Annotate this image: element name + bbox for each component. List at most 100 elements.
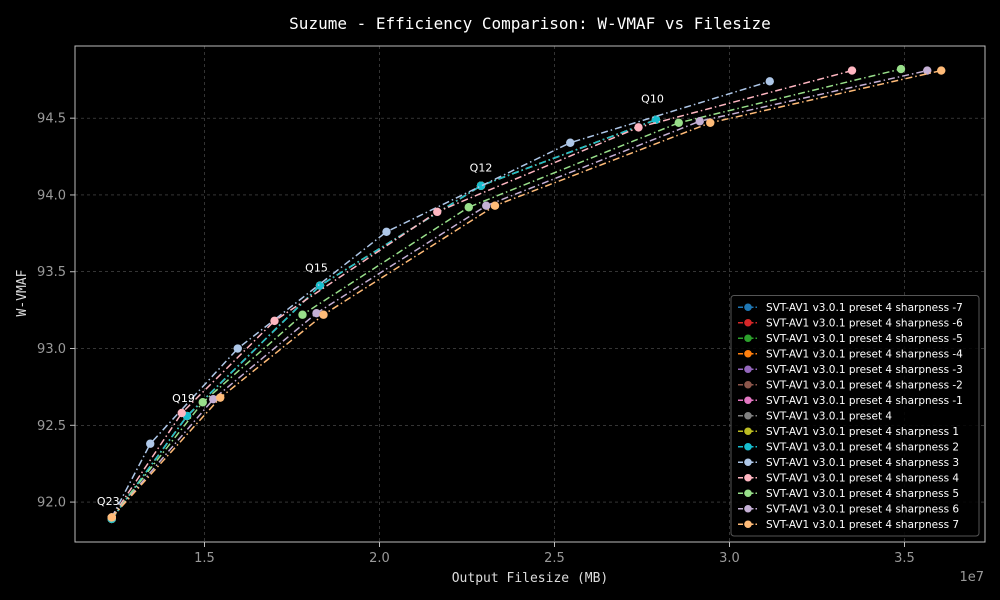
y-tick-label: 92.0 (37, 496, 66, 511)
data-point (146, 439, 155, 448)
legend-marker (744, 473, 752, 482)
legend-item: SVT-AV1 v3.0.1 preset 4 sharpness -2 (738, 380, 963, 392)
legend-item: SVT-AV1 v3.0.1 preset 4 sharpness 4 (738, 473, 959, 485)
series-2 (107, 115, 661, 524)
legend-marker (744, 396, 752, 405)
data-point (464, 203, 473, 212)
series-line (111, 80, 771, 518)
data-point (490, 201, 500, 210)
annotation-label: Q23 (97, 495, 120, 508)
legend-marker (744, 504, 752, 513)
x-tick-label: 2.0 (369, 551, 390, 566)
annotation-label: Q10 (641, 92, 664, 105)
legend-label: SVT-AV1 v3.0.1 preset 4 sharpness 7 (766, 519, 959, 531)
legend-label: SVT-AV1 v3.0.1 preset 4 sharpness -4 (766, 349, 963, 361)
legend-item: SVT-AV1 v3.0.1 preset 4 sharpness -5 (738, 333, 963, 345)
legend-label: SVT-AV1 v3.0.1 preset 4 sharpness -5 (766, 333, 963, 345)
legend-item: SVT-AV1 v3.0.1 preset 4 sharpness -6 (738, 318, 963, 330)
y-tick-label: 94.0 (37, 188, 66, 203)
legend-label: SVT-AV1 v3.0.1 preset 4 sharpness -1 (766, 395, 963, 407)
legend-label: SVT-AV1 v3.0.1 preset 4 sharpness 2 (766, 442, 959, 454)
data-point (209, 394, 218, 404)
legend-item: SVT-AV1 v3.0.1 preset 4 sharpness 1 (738, 426, 959, 438)
series-line (111, 69, 942, 518)
x-tick-label: 2.5 (544, 551, 565, 566)
annotation-label: Q12 (470, 162, 493, 175)
legend-label: SVT-AV1 v3.0.1 preset 4 sharpness 1 (766, 426, 959, 438)
series-3 (107, 115, 661, 524)
legend-item: SVT-AV1 v3.0.1 preset 4 sharpness -3 (738, 364, 963, 376)
series-line (111, 118, 657, 520)
legend-marker (744, 427, 752, 436)
x-tick-label: 3.5 (894, 551, 915, 566)
series-line (111, 118, 657, 520)
series-7 (107, 115, 661, 524)
data-point (433, 207, 442, 217)
y-tick-label: 92.5 (37, 419, 66, 434)
legend-marker (744, 489, 752, 498)
data-point (634, 123, 643, 132)
data-point (107, 513, 116, 522)
data-point (198, 398, 207, 407)
series-line (111, 118, 657, 520)
ticks: 1.5 2.0 2.5 3.0 3.5 92.0 92.5 93.0 93.5 94.0 94.5 (37, 112, 915, 566)
data-point (765, 77, 774, 86)
data-point (298, 310, 307, 319)
legend: SVT-AV1 v3.0.1 preset 4 sharpness -7 SVT-… (730, 295, 980, 537)
legend-label: SVT-AV1 v3.0.1 preset 4 sharpness 6 (766, 504, 959, 516)
data-point (706, 118, 715, 127)
x-axis-label: Output Filesize (MB) (452, 571, 609, 586)
legend-label: SVT-AV1 v3.0.1 preset 4 sharpness -6 (766, 318, 963, 330)
series-6 (107, 115, 661, 524)
legend-marker (744, 458, 752, 467)
series-line (111, 69, 928, 518)
series-layer (107, 64, 946, 524)
data-point (177, 408, 186, 418)
series-14 (107, 66, 946, 522)
data-point (312, 308, 321, 318)
series-8 (107, 115, 661, 524)
legend-item: SVT-AV1 v3.0.1 preset 4 sharpness 6 (738, 504, 959, 516)
legend-label: SVT-AV1 v3.0.1 preset 4 sharpness -2 (766, 380, 963, 392)
series-line (111, 118, 657, 520)
data-point (233, 344, 242, 353)
series-4 (107, 115, 661, 524)
series-0 (107, 115, 661, 524)
data-point (315, 281, 325, 290)
legend-item: SVT-AV1 v3.0.1 preset 4 sharpness 7 (738, 519, 959, 531)
legend-marker (744, 334, 752, 343)
data-point (476, 181, 486, 190)
legend-item: SVT-AV1 v3.0.1 preset 4 sharpness -4 (738, 349, 963, 361)
series-line (111, 68, 902, 518)
x-axis-offset-label: 1e7 (959, 570, 984, 585)
legend-item: SVT-AV1 v3.0.1 preset 4 (738, 411, 892, 423)
chart-title: Suzume - Efficiency Comparison: W-VMAF v… (289, 14, 771, 33)
annotations: Q23 Q19 Q15 Q12 Q10 (97, 92, 664, 507)
series-line (111, 118, 657, 520)
data-point (319, 310, 328, 319)
data-point (674, 118, 683, 127)
series-line (111, 118, 657, 520)
data-point (651, 115, 661, 124)
legend-label: SVT-AV1 v3.0.1 preset 4 sharpness 4 (766, 473, 959, 485)
series-line (111, 118, 657, 520)
data-point (566, 138, 575, 147)
legend-label: SVT-AV1 v3.0.1 preset 4 sharpness 3 (766, 457, 959, 469)
legend-marker (744, 365, 752, 374)
legend-label: SVT-AV1 v3.0.1 preset 4 sharpness -3 (766, 364, 963, 376)
legend-box (730, 295, 980, 537)
data-point (937, 66, 946, 75)
legend-item: SVT-AV1 v3.0.1 preset 4 sharpness 3 (738, 457, 959, 469)
data-point (896, 64, 906, 74)
legend-item: SVT-AV1 v3.0.1 preset 4 sharpness 2 (738, 442, 959, 454)
data-point (695, 117, 704, 126)
series-5 (107, 115, 661, 524)
legend-marker (744, 303, 752, 312)
annotation-label: Q15 (305, 261, 328, 274)
y-tick-label: 93.5 (37, 265, 66, 280)
data-point (270, 316, 279, 326)
legend-item: SVT-AV1 v3.0.1 preset 4 sharpness 5 (738, 488, 959, 500)
x-tick-label: 1.5 (194, 551, 215, 566)
legend-label: SVT-AV1 v3.0.1 preset 4 (766, 411, 892, 423)
